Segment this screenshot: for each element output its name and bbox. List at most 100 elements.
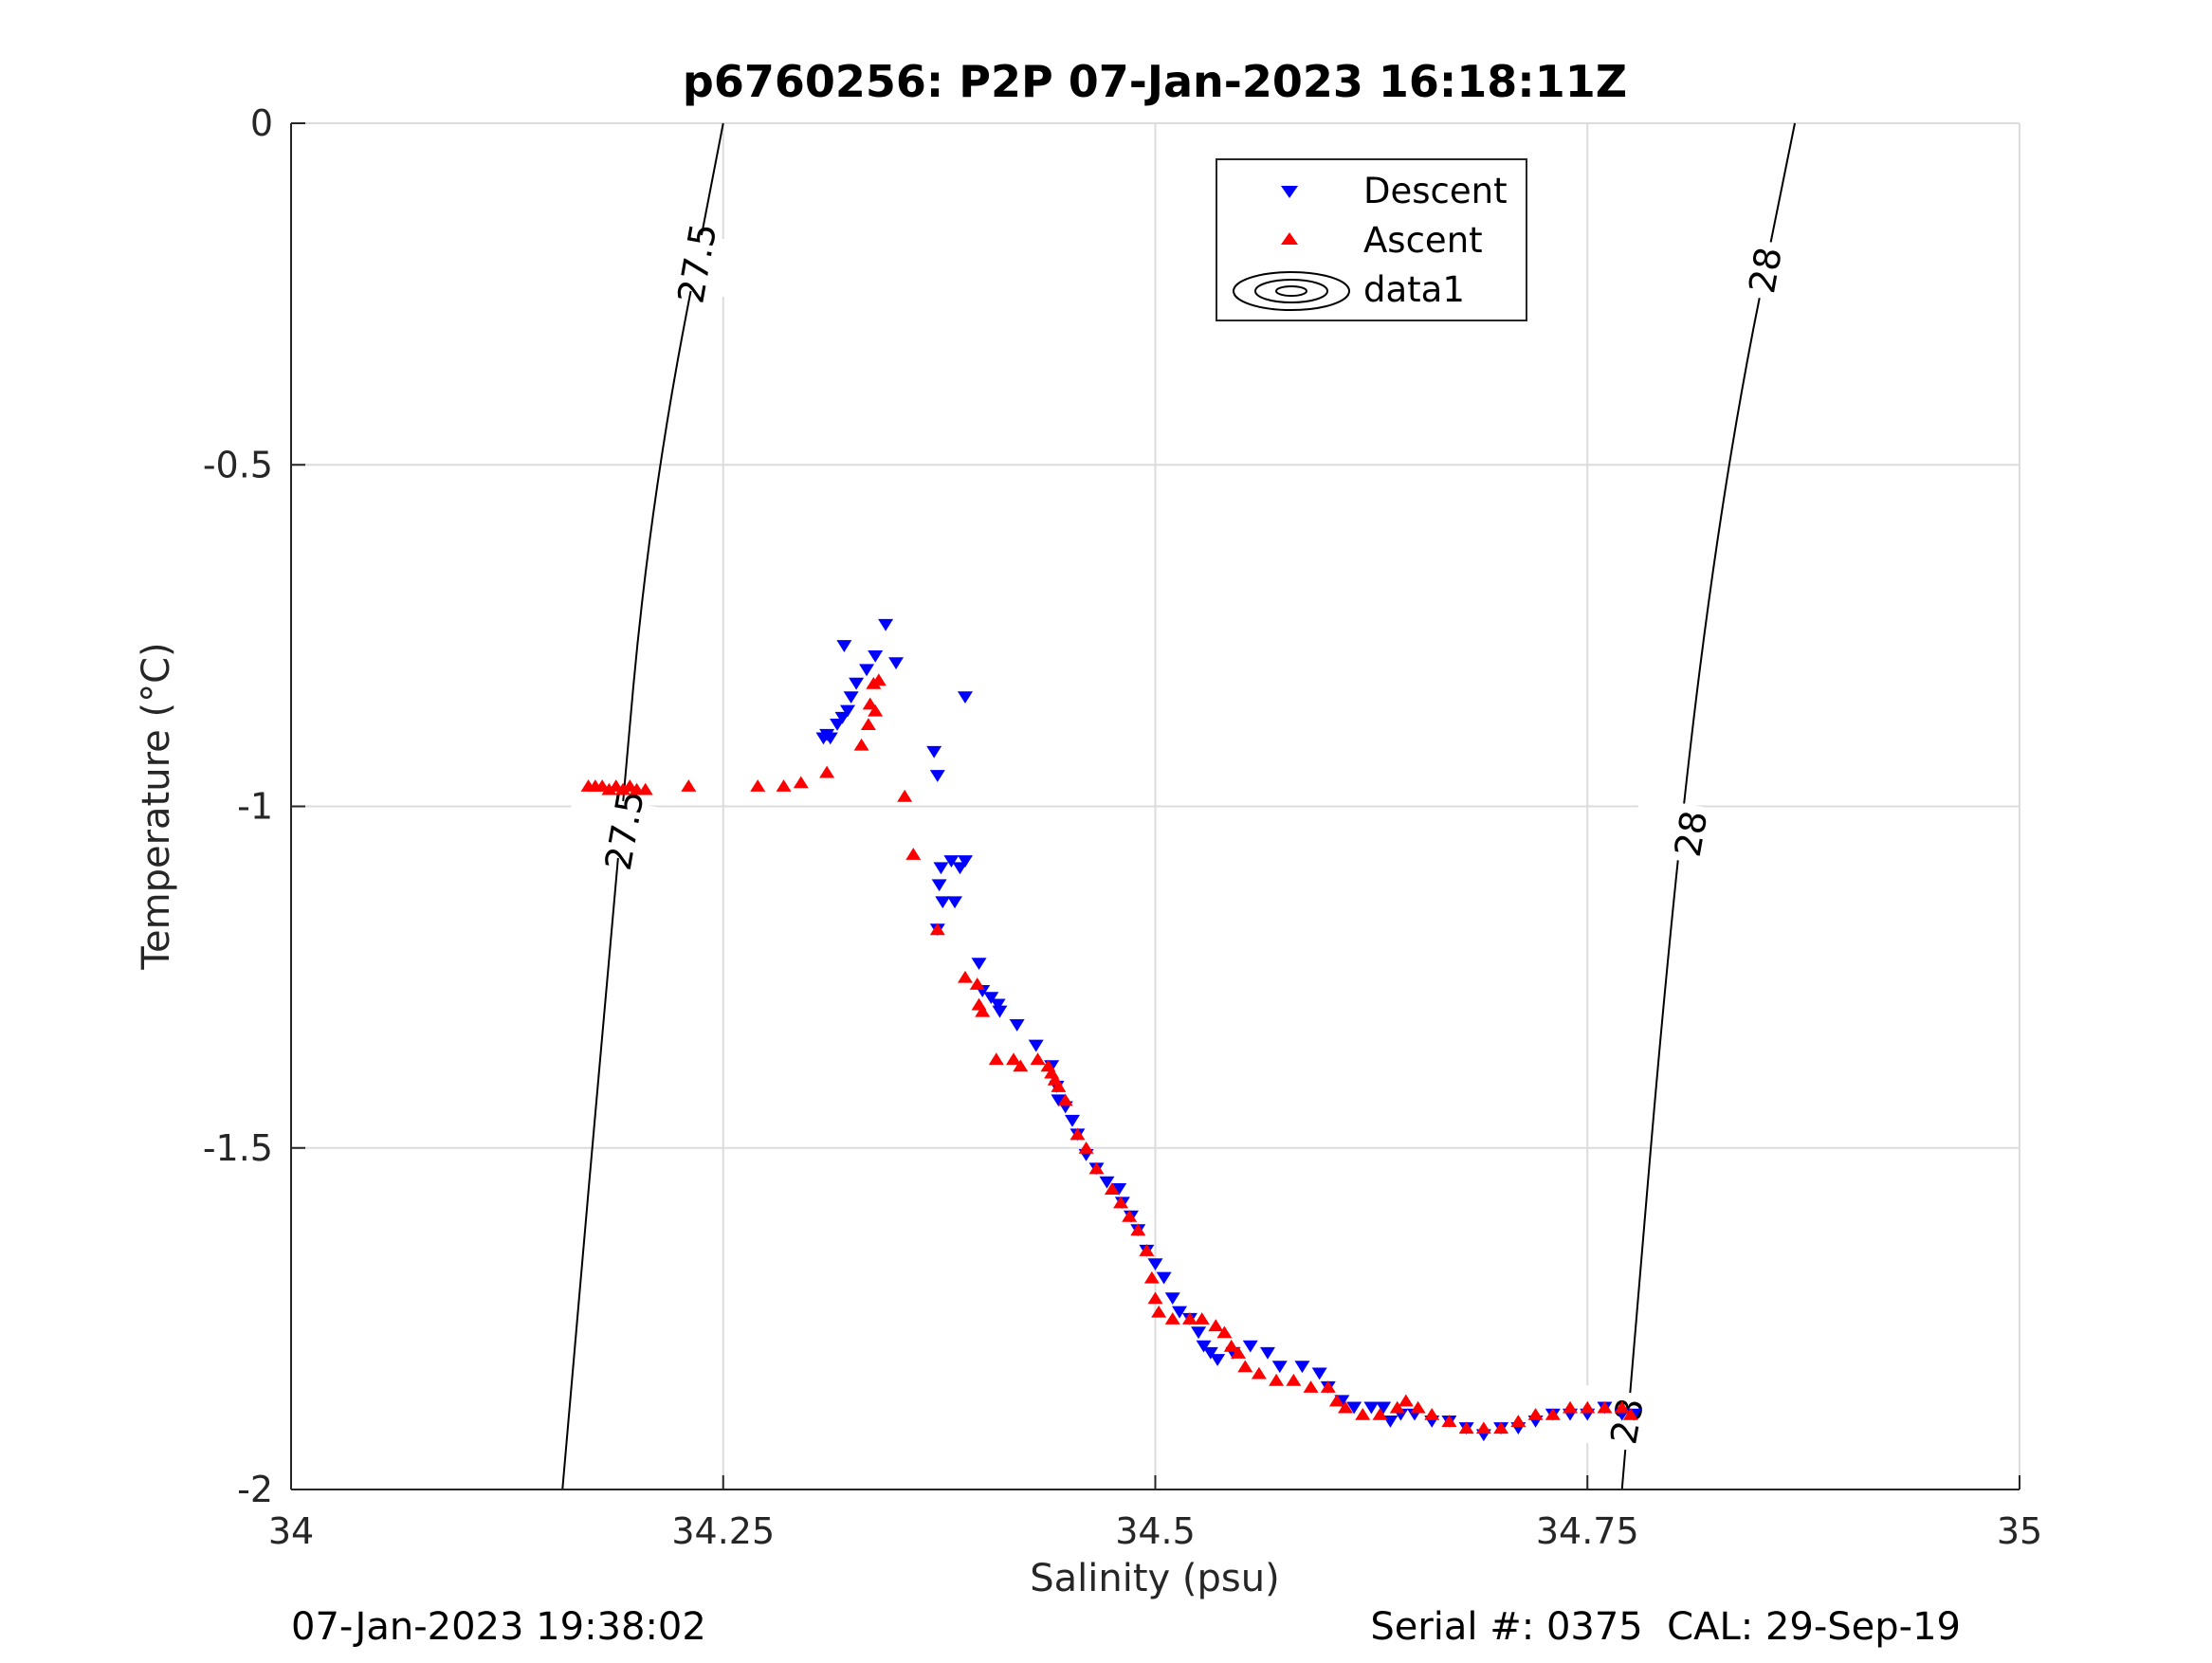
ascent-point-51 xyxy=(1216,1325,1233,1339)
x-axis-label: Salinity (psu) xyxy=(1030,1557,1279,1600)
descent-point-39 xyxy=(1099,1176,1115,1189)
footer-timestamp: 07-Jan-2023 19:38:02 xyxy=(291,1605,706,1649)
contour-label-bg-3 xyxy=(1630,795,1752,872)
ascent-point-54 xyxy=(1237,1360,1253,1373)
ascent-point-58 xyxy=(1303,1380,1319,1393)
ascent-point-5 xyxy=(615,782,631,795)
ascent-point-41 xyxy=(1122,1210,1138,1222)
descent-point-19 xyxy=(933,862,949,875)
ascent-point-35 xyxy=(1057,1093,1073,1106)
series-ascent xyxy=(580,673,1638,1435)
descent-point-20 xyxy=(931,879,947,892)
ascent-point-8 xyxy=(637,782,653,795)
legend-contour-ellipse-icon xyxy=(1233,271,1350,311)
descent-point-16 xyxy=(943,855,960,868)
ascent-point-53 xyxy=(1231,1346,1247,1359)
descent-point-14 xyxy=(926,745,942,758)
descent-point-5 xyxy=(849,677,865,690)
ascent-point-26 xyxy=(975,1004,991,1017)
descent-point-26 xyxy=(983,992,999,1005)
descent-point-21 xyxy=(935,896,951,909)
ascent-point-66 xyxy=(1410,1400,1426,1414)
ascent-point-18 xyxy=(870,673,887,686)
ascent-point-48 xyxy=(1181,1312,1197,1325)
descent-point-4 xyxy=(859,664,875,677)
ascent-point-73 xyxy=(1527,1407,1544,1420)
ascent-point-20 xyxy=(897,789,913,802)
descent-point-15 xyxy=(929,770,945,782)
y-tick-label-4: -2 xyxy=(237,1469,273,1510)
descent-point-28 xyxy=(992,1005,1008,1018)
legend-descent-label: Descent xyxy=(1363,171,1508,211)
ascent-point-52 xyxy=(1223,1339,1239,1352)
legend: Descent Ascent data1 xyxy=(1216,158,1527,321)
descent-point-45 xyxy=(1147,1258,1163,1271)
legend-box xyxy=(1216,158,1527,321)
y-tick-label-2: -1 xyxy=(237,786,273,828)
ascent-point-19 xyxy=(868,704,884,717)
ascent-point-55 xyxy=(1251,1366,1267,1380)
tick-labels: 34 34.25 34.5 34.75 35 0 -0.5 -1 -1.5 -2 xyxy=(203,102,2042,1552)
descent-point-51 xyxy=(1196,1340,1212,1353)
contour-label-bg-2 xyxy=(1704,231,1827,308)
ascent-point-56 xyxy=(1269,1373,1285,1386)
descent-point-47 xyxy=(1164,1292,1180,1306)
ascent-point-47 xyxy=(1164,1312,1180,1325)
x-tick-label-3: 34.75 xyxy=(1536,1510,1639,1552)
ascent-point-36 xyxy=(1069,1127,1086,1141)
ascent-point-68 xyxy=(1441,1415,1457,1427)
ascent-point-78 xyxy=(1614,1400,1630,1414)
ascent-point-57 xyxy=(1286,1373,1302,1386)
descent-point-6 xyxy=(843,691,859,704)
ascent-point-61 xyxy=(1338,1400,1354,1414)
contour-label-bg-1 xyxy=(563,792,686,868)
ascent-point-24 xyxy=(969,978,985,990)
ascent-point-28 xyxy=(1006,1052,1022,1066)
ascent-point-60 xyxy=(1328,1394,1344,1407)
footer-serial-cal: Serial #: 0375 CAL: 29-Sep-19 xyxy=(1370,1605,1961,1649)
descent-point-52 xyxy=(1202,1346,1218,1360)
descent-point-57 xyxy=(1271,1361,1288,1374)
descent-point-33 xyxy=(1051,1094,1067,1107)
ascent-point-50 xyxy=(1208,1319,1224,1332)
ascent-point-23 xyxy=(957,970,973,983)
ascent-point-64 xyxy=(1389,1400,1405,1414)
contour-label-bg-4 xyxy=(1565,1382,1689,1459)
descent-point-24 xyxy=(971,958,987,971)
contour-line-1 xyxy=(1620,122,1796,1490)
descent-point-9 xyxy=(830,719,846,731)
legend-data1-label: data1 xyxy=(1363,269,1465,310)
legend-descent-marker xyxy=(1281,186,1298,198)
ascent-point-13 xyxy=(819,765,835,778)
ascent-point-39 xyxy=(1104,1182,1120,1195)
ascent-point-3 xyxy=(601,782,617,795)
descent-point-27 xyxy=(990,998,1006,1012)
x-tick-label-4: 35 xyxy=(1997,1510,2042,1552)
contour-label-bg-0 xyxy=(636,225,759,302)
ascent-point-9 xyxy=(681,779,697,792)
contour-label-2: 28 xyxy=(1741,244,1790,296)
descent-point-2 xyxy=(888,657,905,669)
x-tick-label-1: 34.25 xyxy=(671,1510,775,1552)
y-axis-label: Temperature (°C) xyxy=(135,642,178,970)
descent-point-53 xyxy=(1210,1354,1226,1366)
y-tick-label-0: 0 xyxy=(250,102,273,144)
y-tick-label-1: -0.5 xyxy=(203,444,273,485)
descent-point-63 xyxy=(1363,1401,1380,1415)
chart-title: p6760256: P2P 07-Jan-2023 16:18:11Z xyxy=(683,56,1627,107)
x-tick-label-0: 34 xyxy=(268,1510,314,1552)
ascent-point-71 xyxy=(1493,1421,1509,1435)
ascent-point-37 xyxy=(1078,1141,1094,1154)
ascent-point-10 xyxy=(750,779,766,792)
ascent-point-44 xyxy=(1143,1270,1160,1284)
descent-point-1 xyxy=(836,640,852,652)
descent-point-13 xyxy=(957,691,973,704)
descent-point-22 xyxy=(947,896,963,909)
descent-point-59 xyxy=(1311,1367,1327,1380)
ascent-point-27 xyxy=(988,1052,1004,1066)
ascent-point-11 xyxy=(776,779,792,792)
ascent-point-14 xyxy=(853,738,869,751)
descent-point-30 xyxy=(1028,1039,1044,1052)
